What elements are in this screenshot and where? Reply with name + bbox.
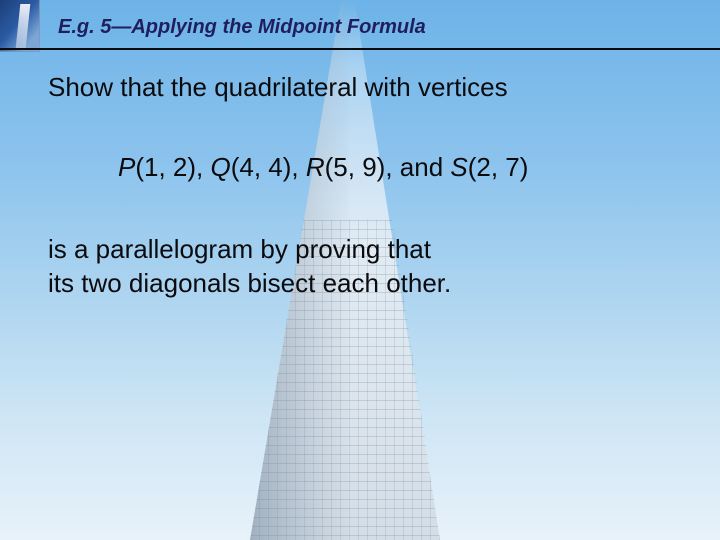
vertex-R-coords: (5, 9): [325, 152, 386, 182]
vertex-S-coords: (2, 7): [468, 152, 529, 182]
slide-title: E.g. 5—Applying the Midpoint Formula: [58, 16, 426, 39]
vertex-Q-label: Q: [210, 152, 230, 182]
corner-thumbnail: [0, 0, 40, 52]
vertex-S-label: S: [450, 152, 467, 182]
vertex-P-coords: (1, 2): [135, 152, 196, 182]
body-line-4: its two diagonals bisect each other.: [48, 268, 451, 299]
sep-2: ,: [291, 152, 305, 182]
body-line-1: Show that the quadrilateral with vertice…: [48, 72, 508, 103]
vertex-R-label: R: [306, 152, 325, 182]
body-line-3: is a parallelogram by proving that: [48, 234, 431, 265]
sep-and: , and: [385, 152, 450, 182]
sep-1: ,: [196, 152, 210, 182]
vertex-Q-coords: (4, 4): [231, 152, 292, 182]
title-underline: [0, 48, 720, 50]
body-line-vertices: P(1, 2), Q(4, 4), R(5, 9), and S(2, 7): [118, 152, 528, 183]
vertex-P-label: P: [118, 152, 135, 182]
